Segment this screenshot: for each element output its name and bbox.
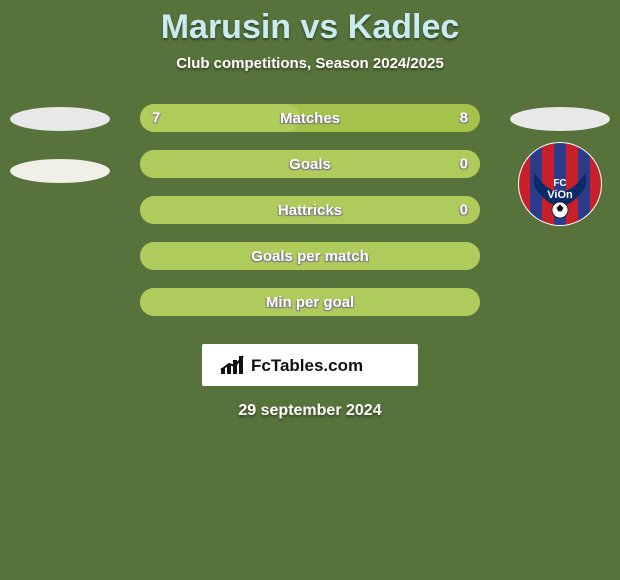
stat-label: Goals per match <box>251 248 369 265</box>
stat-row: Goals 0 FC ViOn <box>0 148 620 194</box>
stat-bar: Hattricks 0 <box>140 196 480 224</box>
team-logo-left-placeholder <box>10 104 110 134</box>
stat-label: Matches <box>280 110 340 127</box>
fctables-logo-icon: FcTables.com <box>215 350 405 380</box>
svg-text:FC: FC <box>553 178 566 189</box>
stat-row: 7 Matches 8 <box>0 102 620 148</box>
stat-value-right: 0 <box>460 202 468 219</box>
stat-bar-fill <box>140 104 300 132</box>
stat-bar: Min per goal <box>140 288 480 316</box>
brand-box: FcTables.com <box>202 344 418 386</box>
stat-value-left: 7 <box>152 110 160 127</box>
stat-bar: Goals 0 <box>140 150 480 178</box>
comparison-title: Marusin vs Kadlec <box>0 0 620 47</box>
stat-label: Goals <box>289 156 331 173</box>
stats-container: 7 Matches 8 Goals 0 <box>0 102 620 332</box>
stat-label: Min per goal <box>266 294 354 311</box>
snapshot-date: 29 september 2024 <box>0 402 620 420</box>
stat-value-right: 0 <box>460 156 468 173</box>
brand-text: FcTables.com <box>251 356 363 375</box>
stat-row: Goals per match <box>0 240 620 286</box>
stat-bar: Goals per match <box>140 242 480 270</box>
stat-bar: 7 Matches 8 <box>140 104 480 132</box>
stat-row: Min per goal <box>0 286 620 332</box>
team-logo-right-placeholder <box>510 104 610 134</box>
stat-row: Hattricks 0 <box>0 194 620 240</box>
stat-value-right: 8 <box>460 110 468 127</box>
team-logo-left-placeholder <box>10 156 110 186</box>
stat-label: Hattricks <box>278 202 342 219</box>
comparison-subtitle: Club competitions, Season 2024/2025 <box>0 55 620 72</box>
